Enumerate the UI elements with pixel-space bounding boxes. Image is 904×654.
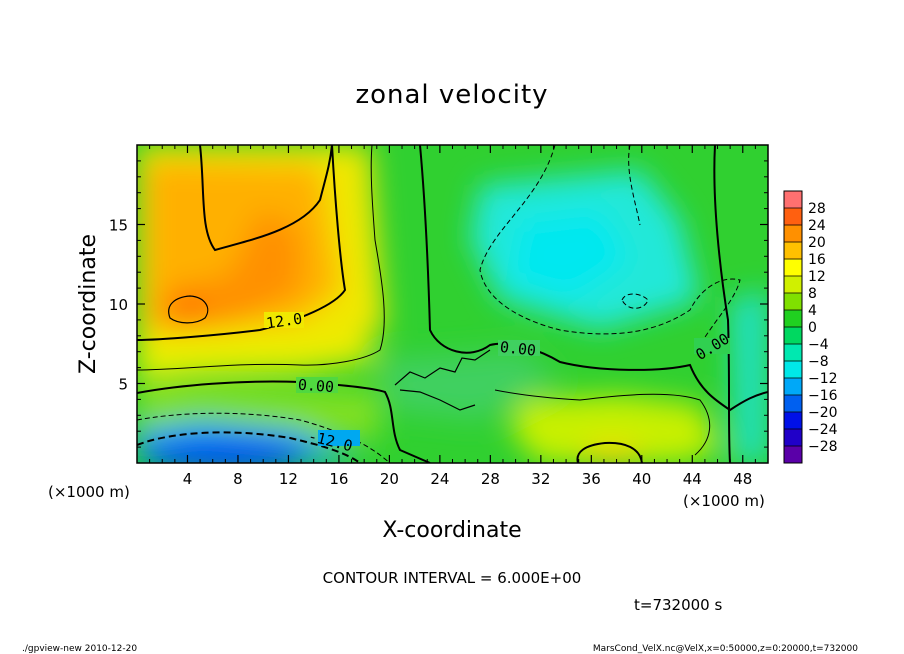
- colorbar-swatch: [784, 242, 802, 260]
- colorbar-label: −16: [808, 388, 838, 404]
- colorbar-swatch: [784, 344, 802, 362]
- contour-12-core: [168, 295, 209, 324]
- colorbar-label: −8: [808, 354, 829, 370]
- contour-neg6-right: [628, 145, 641, 226]
- colorbar-swatch: [784, 208, 802, 226]
- x-axis-label: X-coordinate: [382, 518, 521, 543]
- contour-label-12: 12.0: [265, 310, 303, 333]
- colorbar-label: 4: [808, 303, 817, 319]
- x-tick-label: 40: [632, 470, 651, 488]
- colorbar-label: 20: [808, 235, 826, 251]
- colorbar-swatch: [784, 259, 802, 277]
- y-axis: 5 10 15: [109, 160, 768, 448]
- x-unit-left: (×1000 m): [48, 483, 130, 501]
- time-label: t=732000 s: [634, 596, 722, 614]
- contour-label-0-mid: 0.00: [499, 338, 537, 360]
- field-blue-core: [140, 437, 310, 463]
- x-unit-right: (×1000 m): [683, 492, 765, 510]
- colorbar-swatch: [784, 395, 802, 413]
- x-tick-label: 36: [582, 470, 601, 488]
- field-peak-core: [170, 296, 206, 320]
- contour-0-mid: [419, 145, 768, 412]
- colorbar-swatch: [784, 446, 802, 464]
- colorbar-swatch: [784, 429, 802, 447]
- contour-12-lower-right: [576, 441, 643, 463]
- colorbar-label: −20: [808, 405, 838, 421]
- colorbar-label: 0: [808, 320, 817, 336]
- colorbar-swatch: [784, 191, 802, 209]
- x-tick-label: 44: [683, 470, 702, 488]
- field-cyan-right: [730, 290, 768, 463]
- colorbar-swatch: [784, 378, 802, 396]
- colorbar-label: 12: [808, 269, 826, 285]
- x-tick-label: 32: [531, 470, 550, 488]
- footer-left: ./gpview-new 2010-12-20: [22, 644, 137, 654]
- colorbar-label: −28: [808, 439, 838, 455]
- x-tick-label: 20: [380, 470, 399, 488]
- field-yellow-lower-right: [510, 395, 720, 463]
- colorbar-swatch: [784, 361, 802, 379]
- x-tick-label: 28: [481, 470, 500, 488]
- x-tick-label: 24: [430, 470, 449, 488]
- contour-label-0-left: 0.00: [297, 376, 334, 396]
- field-cyan-deep: [510, 210, 630, 300]
- y-tick-label: 15: [109, 217, 128, 235]
- plot-area: 12.0 0.00 0.00 -12.0 0.00: [137, 145, 768, 463]
- x-tick-label: 16: [329, 470, 348, 488]
- colorbar-swatch: [784, 276, 802, 294]
- colorbar-swatch: [784, 293, 802, 311]
- contour-0-right: [713, 145, 731, 463]
- x-tick-label: 48: [733, 470, 752, 488]
- colorbar-swatch: [784, 225, 802, 243]
- colorbar-swatch: [784, 412, 802, 430]
- contour-wiggle-mid: [394, 349, 491, 411]
- x-tick-label: 12: [279, 470, 298, 488]
- x-tick-label: 8: [233, 470, 243, 488]
- field-green-mid: [380, 350, 560, 420]
- colorbar-label: 16: [808, 252, 826, 268]
- footer-right: MarsCond_VelX.nc@VelX,x=0:50000,z=0:2000…: [593, 644, 858, 654]
- colorbar-label: −24: [808, 422, 838, 438]
- colorbar-swatch: [784, 310, 802, 328]
- colorbar-label: 24: [808, 218, 826, 234]
- contour-6-right: [494, 389, 711, 456]
- contour-labels: 12.0 0.00 0.00 -12.0 0.00: [264, 310, 733, 455]
- colorbar-label: 28: [808, 201, 826, 217]
- colorbar-swatch: [784, 327, 802, 345]
- contour-neg6-upper: [479, 145, 741, 346]
- x-tick-label: 4: [183, 470, 193, 488]
- contour-interval-note: CONTOUR INTERVAL = 6.000E+00: [323, 569, 582, 587]
- colorbar-label: 8: [808, 286, 817, 302]
- colorbar-label: −12: [808, 371, 838, 387]
- contour-neg6-bottom: [137, 412, 391, 463]
- y-axis-label: Z-coordinate: [76, 234, 101, 374]
- y-tick-label: 5: [118, 376, 128, 394]
- chart-title: zonal velocity: [355, 80, 548, 110]
- field-orange-lower-right: [582, 445, 642, 463]
- y-tick-label: 10: [109, 296, 128, 314]
- colorbar-label: −4: [808, 337, 829, 353]
- x-axis: 4 8 12 16 20 24 28 32 36 40 44 48: [149, 145, 756, 488]
- contour-neg6-small: [621, 293, 649, 309]
- contour-12-upper: [137, 145, 347, 341]
- contour-6-left: [137, 145, 385, 371]
